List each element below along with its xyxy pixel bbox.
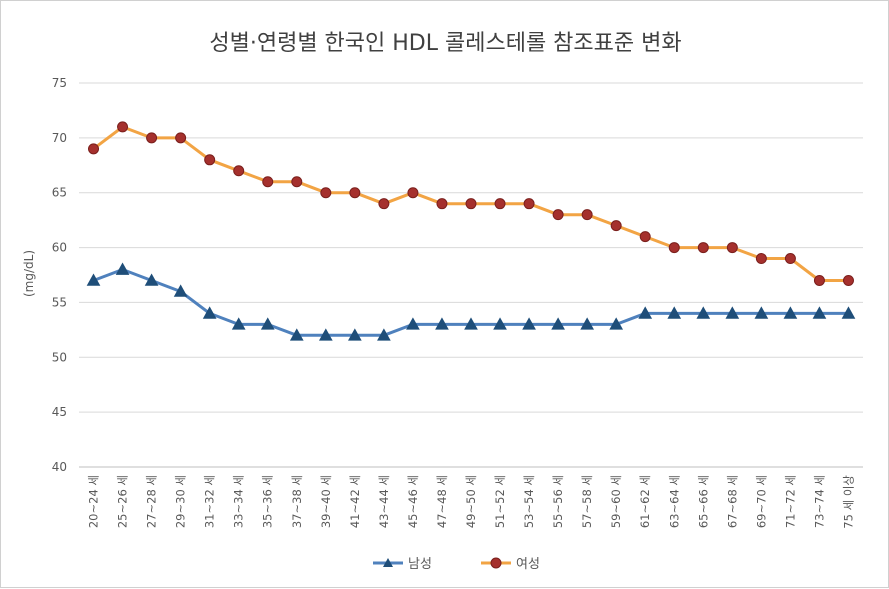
data-point-male [318,328,333,341]
data-point-male [406,317,420,330]
x-tick-label: 27~28 세 [145,475,159,528]
y-tick-label: 60 [52,241,67,255]
data-point-female [610,220,622,232]
data-point-male [231,317,246,330]
data-point-female [175,132,187,144]
data-point-male [86,273,101,286]
data-point-female [813,274,825,286]
data-point-male [144,273,159,286]
data-point-male [493,317,507,330]
x-tick-label: 69~70 세 [754,475,768,528]
data-point-male [115,262,130,275]
data-point-male [696,306,711,319]
x-tick-label: 65~66 세 [696,475,710,528]
data-point-female [726,242,738,254]
x-tick-label: 47~48 세 [435,475,449,528]
y-tick-label: 45 [52,405,67,419]
data-point-female [494,198,506,210]
legend-label: 여성 [516,557,540,572]
data-point-male [551,317,565,330]
x-tick-label: 41~42 세 [348,475,362,528]
y-tick-label: 65 [52,186,67,200]
data-point-male [377,328,391,341]
data-point-female [668,242,680,254]
data-point-female [146,132,158,144]
data-point-male [289,328,304,341]
x-tick-label: 67~68 세 [725,475,739,528]
data-point-male [783,306,798,319]
x-tick-label: 59~60 세 [609,475,623,528]
x-tick-label: 33~34 세 [232,475,246,528]
data-point-male [464,317,478,330]
legend-marker-male [383,558,393,567]
data-point-female [407,187,419,199]
x-tick-label: 45~46 세 [406,475,420,528]
data-point-female [639,231,651,243]
y-tick-label: 75 [52,76,67,90]
x-tick-label: 51~52 세 [493,475,507,528]
chart-title: 성별·연령별 한국인 HDL 콜레스테롤 참조표준 변화 [209,31,682,56]
x-tick-label: 25~26 세 [116,475,130,528]
data-point-female [117,121,129,133]
x-tick-label: 75 세 이상 [841,475,855,529]
x-tick-label: 31~32 세 [203,475,217,528]
x-tick-label: 37~38 세 [290,475,304,528]
data-point-male [841,306,856,319]
data-point-male [754,306,769,319]
data-point-male [522,317,536,330]
x-tick-label: 55~56 세 [551,475,565,528]
data-point-male [348,328,362,341]
data-point-female [523,198,535,210]
data-point-female [320,187,332,199]
legend-marker-female [490,557,502,569]
data-point-male [725,306,740,319]
data-point-male [173,284,188,297]
x-tick-label: 39~40 세 [319,475,333,528]
data-point-female [755,253,767,265]
y-axis-title: (mg/dL) [22,250,36,297]
x-tick-label: 61~62 세 [638,475,652,528]
data-point-female [88,143,100,155]
x-tick-label: 71~72 세 [783,475,797,528]
data-point-male [260,317,275,330]
data-point-male [202,306,217,319]
data-point-male [435,317,449,330]
x-tick-label: 53~54 세 [522,475,536,528]
x-tick-label: 49~50 세 [464,475,478,528]
data-point-female [465,198,477,210]
data-point-female [378,198,390,210]
data-point-female [784,253,796,265]
data-point-male [812,306,827,319]
data-point-female [262,176,274,188]
data-point-male [609,317,624,330]
x-tick-label: 63~64 세 [667,475,681,528]
x-tick-label: 57~58 세 [580,475,594,528]
data-point-female [233,165,245,177]
data-point-male [667,306,682,319]
legend-label: 남성 [408,557,432,572]
y-tick-label: 50 [52,350,67,364]
data-point-female [697,242,709,254]
data-point-female [552,209,564,221]
x-tick-label: 20~24 세 [87,475,101,528]
y-tick-label: 40 [52,460,67,474]
x-tick-label: 73~74 세 [812,475,826,528]
data-point-male [638,306,653,319]
y-tick-label: 55 [52,295,67,309]
data-point-female [204,154,216,166]
data-point-female [436,198,448,210]
data-point-female [349,187,361,199]
data-point-female [291,176,303,188]
x-tick-label: 43~44 세 [377,475,391,528]
data-point-female [842,274,854,286]
y-tick-label: 70 [52,131,67,145]
data-point-male [580,317,594,330]
data-point-female [581,209,593,221]
x-tick-label: 35~36 세 [261,475,275,528]
x-tick-label: 29~30 세 [174,475,188,528]
